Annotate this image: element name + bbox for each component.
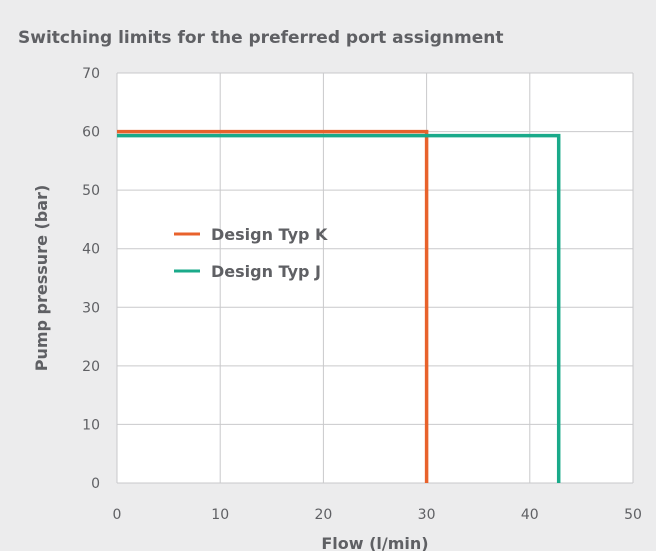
x-tick-label: 30 <box>418 507 436 523</box>
x-tick-label: 50 <box>624 507 642 523</box>
y-tick-label: 60 <box>82 125 100 141</box>
chart-title: Switching limits for the preferred port … <box>18 28 504 48</box>
legend-label: Design Typ K <box>211 225 328 244</box>
x-tick-label: 20 <box>314 507 332 523</box>
grid-lines <box>116 72 634 484</box>
y-axis-label: Pump pressure (bar) <box>32 185 51 372</box>
legend: Design Typ K Design Typ J <box>174 225 328 281</box>
y-tick-label: 20 <box>82 359 100 375</box>
y-tick-label: 10 <box>82 417 100 433</box>
plot-background <box>117 73 633 483</box>
y-tick-label: 40 <box>82 242 100 258</box>
x-axis-label: Flow (l/min) <box>321 534 428 551</box>
y-tick-label: 0 <box>91 476 100 492</box>
y-tick-label: 30 <box>82 300 100 316</box>
y-tick-label: 70 <box>82 66 100 82</box>
y-tick-label: 50 <box>82 183 100 199</box>
series-line-design-typ-k <box>117 129 429 483</box>
series-lines <box>117 129 561 483</box>
x-tick-label: 40 <box>521 507 539 523</box>
x-tick-label: 0 <box>113 507 122 523</box>
tick-labels: 0 10 20 30 40 50 0 10 20 30 40 50 60 70 <box>82 66 642 523</box>
legend-label: Design Typ J <box>211 262 321 281</box>
series-line-design-typ-j <box>117 133 561 483</box>
x-tick-label: 10 <box>211 507 229 523</box>
